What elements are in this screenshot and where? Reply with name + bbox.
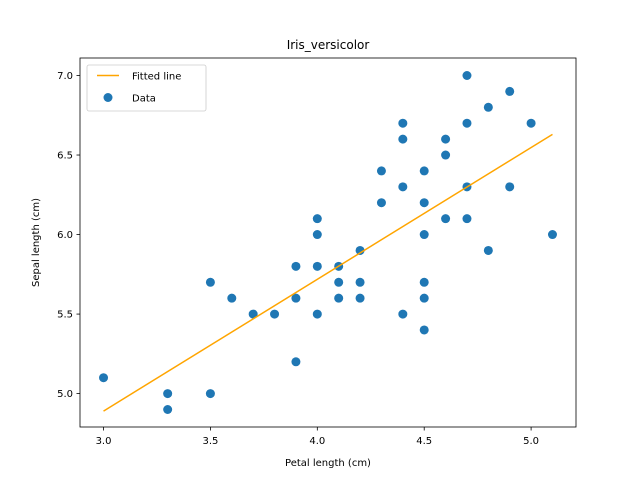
data-point-45 bbox=[526, 118, 536, 128]
data-point-10 bbox=[291, 293, 301, 303]
x-tick-label: 3.0 bbox=[96, 436, 112, 447]
data-point-13 bbox=[312, 230, 322, 240]
data-point-19 bbox=[355, 245, 365, 255]
data-point-6 bbox=[227, 293, 237, 303]
data-point-32 bbox=[419, 293, 429, 303]
data-point-23 bbox=[376, 198, 386, 208]
y-axis: 5.0 5.5 6.0 6.5 7.0 bbox=[57, 71, 80, 400]
data-point-46 bbox=[547, 230, 557, 240]
fitted-line bbox=[103, 133, 553, 412]
data-point-17 bbox=[334, 277, 344, 287]
y-tick-label: 7.0 bbox=[57, 71, 73, 82]
data-point-27 bbox=[398, 309, 408, 319]
y-tick-label: 5.0 bbox=[57, 389, 73, 400]
data-point-29 bbox=[419, 198, 429, 208]
data-point-7 bbox=[248, 309, 258, 319]
plot-frame bbox=[79, 57, 577, 428]
data-point-26 bbox=[398, 182, 408, 192]
y-axis-label: Sepal length (cm) bbox=[31, 198, 42, 287]
x-tick-label: 5.0 bbox=[523, 436, 539, 447]
data-point-12 bbox=[312, 214, 322, 224]
y-tick-label: 5.5 bbox=[57, 310, 73, 321]
x-tick-label: 4.5 bbox=[416, 436, 432, 447]
chart-title: Iris_versicolor bbox=[287, 38, 370, 52]
data-point-2 bbox=[163, 389, 173, 399]
x-axis-label: Petal length (cm) bbox=[285, 458, 371, 469]
data-point-40 bbox=[462, 214, 472, 224]
data-point-21 bbox=[355, 293, 365, 303]
legend-swatch-data bbox=[103, 93, 113, 102]
data-point-11 bbox=[291, 357, 301, 367]
data-point-37 bbox=[462, 71, 472, 80]
data-point-4 bbox=[205, 277, 215, 287]
data-point-30 bbox=[419, 230, 429, 240]
y-tick-label: 6.5 bbox=[57, 151, 73, 162]
data-point-34 bbox=[441, 134, 451, 144]
data-point-43 bbox=[505, 86, 515, 96]
data-point-36 bbox=[441, 214, 451, 224]
data-point-31 bbox=[419, 277, 429, 287]
x-tick-label: 4.0 bbox=[309, 436, 325, 447]
data-point-41 bbox=[483, 102, 493, 112]
x-axis: 3.0 3.5 4.0 4.5 5.0 bbox=[96, 427, 539, 447]
data-point-35 bbox=[441, 150, 451, 160]
data-point-44 bbox=[505, 182, 515, 192]
y-tick-label: 6.0 bbox=[57, 230, 73, 241]
data-point-33 bbox=[419, 325, 429, 335]
data-point-3 bbox=[163, 405, 173, 414]
data-point-8 bbox=[270, 309, 280, 319]
data-point-18 bbox=[334, 293, 344, 303]
data-point-28 bbox=[419, 166, 429, 176]
data-point-42 bbox=[483, 245, 493, 255]
data-point-22 bbox=[376, 166, 386, 176]
legend: Fitted line Data bbox=[86, 64, 207, 112]
data-point-1 bbox=[99, 373, 109, 383]
data-point-5 bbox=[205, 389, 215, 399]
data-point-14 bbox=[312, 261, 322, 271]
data-point-38 bbox=[462, 118, 472, 128]
data-point-15 bbox=[312, 309, 322, 319]
data-point-9 bbox=[291, 261, 301, 271]
legend-label-data: Data bbox=[132, 94, 156, 105]
data-point-20 bbox=[355, 277, 365, 287]
plot-area bbox=[99, 71, 557, 414]
x-tick-label: 3.5 bbox=[202, 436, 218, 447]
legend-label-fitted-line: Fitted line bbox=[132, 72, 181, 83]
data-point-25 bbox=[398, 134, 408, 144]
data-point-24 bbox=[398, 118, 408, 128]
legend-box bbox=[86, 64, 207, 112]
